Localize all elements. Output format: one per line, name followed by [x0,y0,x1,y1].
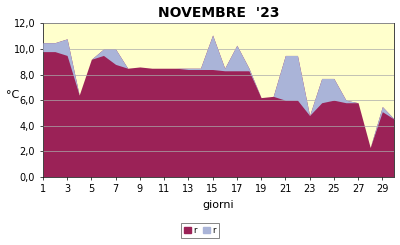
Title: NOVEMBRE  '23: NOVEMBRE '23 [158,6,279,20]
Y-axis label: °C: °C [6,90,19,100]
Legend: r, r: r, r [181,223,219,238]
X-axis label: giorni: giorni [203,200,234,210]
